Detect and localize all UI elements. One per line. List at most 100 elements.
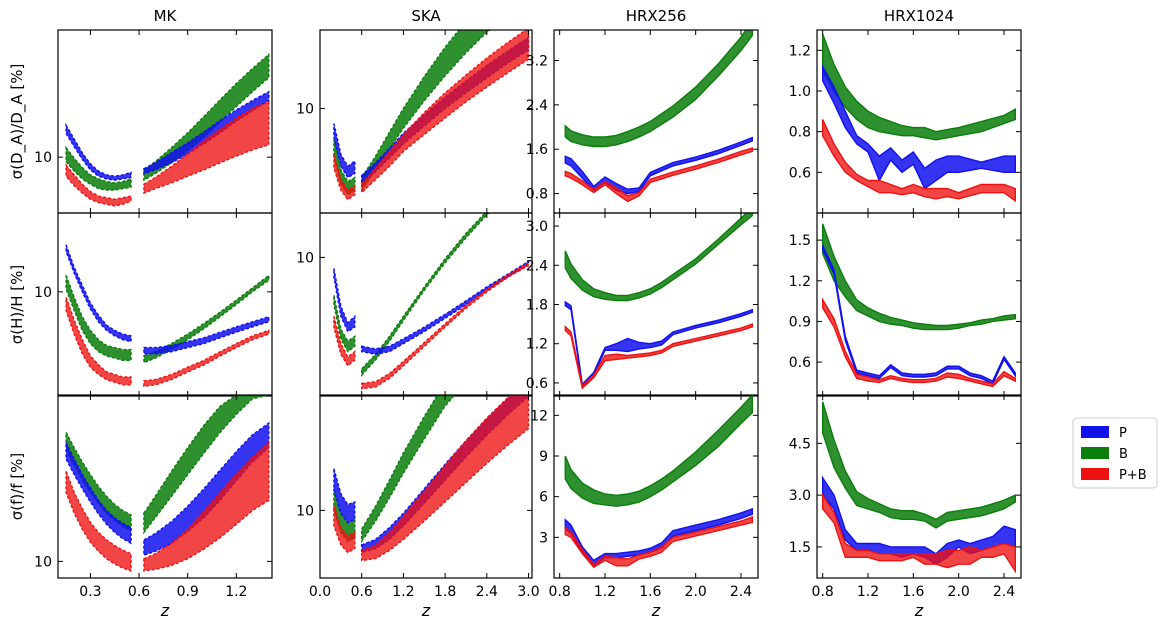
y-axis-label: σ(H)/H [%] — [8, 265, 26, 345]
band-p-seg1 — [143, 90, 270, 175]
axes-frame — [57, 394, 273, 579]
plot-area — [564, 395, 753, 569]
x-axis-label: z — [651, 601, 661, 620]
band-p-seg0 — [564, 300, 753, 389]
band-pplusb-seg0 — [564, 323, 753, 390]
plot-area — [65, 395, 270, 572]
x-tick-label: 1.2 — [225, 584, 247, 600]
column-title: HRX1024 — [884, 7, 954, 25]
x-tick-label: 2.4 — [993, 584, 1015, 600]
band-b-seg1 — [361, 395, 456, 544]
band-pplusb-seg1 — [361, 261, 530, 390]
axes-frame — [319, 212, 533, 397]
y-tick-label: 12 — [530, 408, 548, 424]
panel-ska-f: 0.0 0.6 1.2 1.8 2.4 3.0 10 z — [296, 394, 540, 620]
band-pplusb-seg0 — [65, 471, 132, 572]
x-tick-label: 2.4 — [476, 584, 498, 600]
panel-hrx1024-f: 0.8 1.2 1.6 2.0 2.4 1.5 3.0 4.5 z — [789, 394, 1022, 620]
band-pplusb-seg0 — [65, 163, 132, 207]
axes-frame — [57, 212, 273, 397]
y-axis-label: σ(D_A)/D_A [%] — [8, 64, 27, 180]
band-pplusb-seg0 — [564, 147, 753, 203]
band-b-seg0 — [822, 33, 1016, 141]
legend-label: P+B — [1119, 468, 1147, 483]
y-tick-label: 1.2 — [789, 43, 811, 59]
panel-ska-h: 10 — [296, 212, 533, 397]
x-tick-label: 0.9 — [177, 584, 199, 600]
band-p-seg0 — [822, 245, 1016, 385]
band-p-seg0 — [65, 122, 132, 181]
x-tick-label: 1.2 — [594, 584, 616, 600]
x-tick-label: 1.2 — [857, 584, 879, 600]
x-axis-label: z — [421, 601, 431, 620]
y-tick-label: 3.0 — [526, 219, 548, 235]
plot-area — [822, 401, 1016, 574]
x-tick-label: 1.8 — [434, 584, 456, 600]
band-p-seg1 — [361, 260, 530, 356]
x-tick-label: 1.6 — [902, 584, 924, 600]
y-tick-label: 1.0 — [789, 84, 811, 100]
y-tick-label: 10 — [296, 503, 314, 519]
axes-frame — [816, 394, 1022, 579]
plot-area — [333, 213, 530, 390]
band-pplusb-seg0 — [333, 505, 356, 554]
legend-swatch-p — [1081, 426, 1109, 438]
y-tick-label: 2.4 — [526, 98, 548, 114]
x-tick-label: 1.6 — [639, 584, 661, 600]
column-title: HRX256 — [626, 7, 687, 25]
y-tick-label: 1.5 — [789, 233, 811, 249]
y-tick-label: 6 — [539, 490, 548, 506]
panel-hrx1024-da: 0.6 0.8 1.0 1.2 HRX1024 — [789, 7, 1022, 214]
plot-area — [65, 52, 270, 207]
plot-area — [65, 244, 270, 387]
band-pplusb-seg1 — [361, 30, 530, 195]
band-pplusb-seg0 — [564, 516, 753, 569]
axes-frame — [319, 394, 533, 579]
x-tick-label: 0.8 — [549, 584, 571, 600]
plot-area — [333, 30, 530, 201]
band-pplusb-seg1 — [361, 395, 530, 562]
y-tick-label: 0.6 — [526, 376, 548, 392]
y-tick-label: 10 — [34, 150, 52, 166]
column-title: MK — [154, 7, 178, 25]
band-pplusb-seg0 — [822, 492, 1016, 574]
band-p-seg0 — [333, 468, 356, 524]
panel-hrx256-h: 0.6 1.2 1.8 2.4 3.0 — [526, 212, 759, 397]
band-pplusb-seg0 — [333, 316, 356, 367]
y-tick-label: 3 — [539, 530, 548, 546]
y-tick-label: 3.0 — [789, 488, 811, 504]
legend-swatch-pplusb — [1081, 468, 1109, 480]
x-tick-label: 3.0 — [517, 584, 539, 600]
plot-area — [333, 395, 530, 562]
band-pplusb-seg0 — [333, 154, 356, 201]
band-b-seg0 — [564, 30, 753, 148]
panel-ska-da: 10 SKA — [296, 7, 533, 214]
y-tick-label: 1.6 — [526, 142, 548, 158]
y-tick-label: 0.8 — [789, 125, 811, 141]
panel-mk-h: 10 σ(H)/H [%] — [8, 212, 273, 397]
y-tick-label: 1.5 — [789, 540, 811, 556]
band-b-seg0 — [822, 401, 1016, 529]
y-tick-label: 10 — [296, 101, 314, 117]
plot-area — [822, 33, 1016, 203]
y-tick-label: 4.5 — [789, 436, 811, 452]
y-tick-label: 1.2 — [789, 274, 811, 290]
x-axis-label: z — [914, 601, 924, 620]
x-axis-label: z — [160, 601, 170, 620]
band-p-seg0 — [65, 442, 132, 545]
plot-area — [564, 30, 753, 203]
x-tick-label: 0.3 — [79, 584, 101, 600]
band-pplusb-seg1 — [143, 100, 270, 195]
x-tick-label: 2.0 — [685, 584, 707, 600]
band-b-seg0 — [65, 145, 132, 191]
band-pplusb-seg0 — [65, 297, 132, 386]
axes-frame — [553, 212, 759, 397]
y-tick-label: 1.8 — [526, 298, 548, 314]
plot-area — [822, 223, 1016, 388]
band-p-seg0 — [65, 244, 132, 343]
panel-hrx256-da: 0.8 1.6 2.4 3.2 HRX256 — [526, 7, 759, 214]
band-pplusb-seg1 — [143, 329, 270, 387]
y-tick-label: 9 — [539, 449, 548, 465]
y-tick-label: 10 — [34, 285, 52, 301]
panel-hrx256-f: 0.8 1.2 1.6 2.0 2.4 3 6 9 12 z — [530, 394, 759, 620]
